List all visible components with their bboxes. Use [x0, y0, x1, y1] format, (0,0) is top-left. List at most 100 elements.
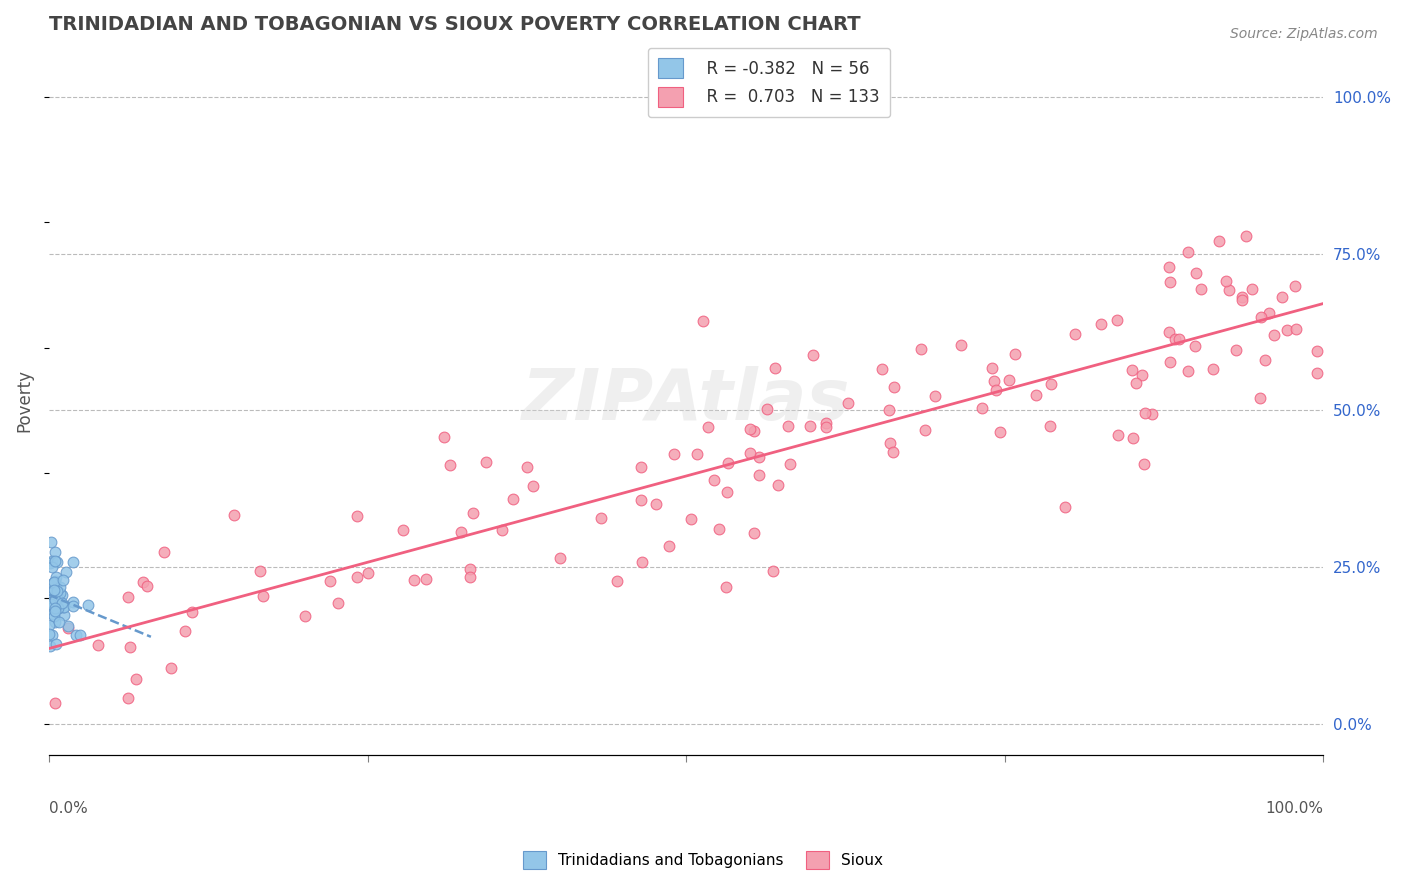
Point	[837, 396, 859, 410]
Point	[38, 584, 60, 599]
Point	[799, 419, 821, 434]
Point	[1177, 363, 1199, 377]
Point	[44, 574, 66, 589]
Point	[1184, 267, 1206, 281]
Point	[1157, 325, 1180, 339]
Point	[630, 555, 652, 569]
Point	[1263, 328, 1285, 343]
Point	[988, 425, 1011, 439]
Point	[1257, 306, 1279, 320]
Point	[1157, 260, 1180, 274]
Point	[1121, 363, 1143, 377]
Point	[51, 589, 73, 603]
Point	[1202, 361, 1225, 376]
Point	[872, 361, 894, 376]
Point	[776, 418, 799, 433]
Point	[984, 383, 1007, 397]
Point	[1275, 323, 1298, 337]
Point	[716, 485, 738, 500]
Point	[53, 608, 76, 623]
Point	[686, 447, 709, 461]
Point	[392, 523, 415, 537]
Point	[44, 601, 66, 615]
Point	[1234, 229, 1257, 244]
Point	[1271, 290, 1294, 304]
Point	[1285, 322, 1308, 336]
Point	[46, 600, 69, 615]
Point	[924, 389, 946, 403]
Point	[1107, 427, 1129, 442]
Point	[461, 507, 484, 521]
Point	[630, 493, 652, 508]
Point	[62, 599, 84, 613]
Point	[439, 458, 461, 472]
Point	[1004, 347, 1026, 361]
Point	[657, 540, 679, 554]
Point	[49, 597, 72, 611]
Point	[1105, 313, 1128, 327]
Point	[45, 570, 67, 584]
Point	[738, 422, 761, 436]
Point	[44, 582, 66, 597]
Point	[41, 601, 63, 615]
Point	[174, 624, 197, 639]
Point	[55, 566, 77, 580]
Point	[703, 473, 725, 487]
Point	[1130, 368, 1153, 382]
Point	[42, 575, 65, 590]
Point	[131, 575, 153, 590]
Y-axis label: Poverty: Poverty	[15, 369, 32, 433]
Point	[38, 639, 60, 653]
Point	[744, 526, 766, 541]
Point	[779, 457, 801, 471]
Point	[763, 361, 786, 376]
Legend: Trinidadians and Tobagonians, Sioux: Trinidadians and Tobagonians, Sioux	[516, 845, 890, 875]
Point	[879, 436, 901, 450]
Point	[1208, 234, 1230, 248]
Point	[77, 599, 100, 613]
Point	[1063, 326, 1085, 341]
Point	[475, 455, 498, 469]
Point	[707, 522, 730, 536]
Point	[41, 628, 63, 642]
Point	[644, 497, 666, 511]
Point	[39, 535, 62, 549]
Point	[1306, 344, 1329, 359]
Point	[1250, 310, 1272, 324]
Point	[249, 564, 271, 578]
Point	[1189, 282, 1212, 296]
Point	[748, 468, 770, 483]
Text: Source: ZipAtlas.com: Source: ZipAtlas.com	[1230, 27, 1378, 41]
Point	[1249, 391, 1271, 405]
Point	[56, 619, 79, 633]
Point	[402, 573, 425, 587]
Point	[998, 373, 1021, 387]
Point	[716, 580, 738, 594]
Text: TRINIDADIAN AND TOBAGONIAN VS SIOUX POVERTY CORRELATION CHART: TRINIDADIAN AND TOBAGONIAN VS SIOUX POVE…	[49, 15, 860, 34]
Point	[62, 594, 84, 608]
Point	[801, 348, 824, 362]
Point	[38, 599, 60, 614]
Point	[42, 601, 65, 615]
Point	[450, 524, 472, 539]
Point	[49, 585, 72, 599]
Point	[44, 593, 66, 607]
Point	[1184, 338, 1206, 352]
Point	[160, 661, 183, 675]
Point	[1040, 377, 1063, 392]
Point	[346, 508, 368, 523]
Point	[357, 566, 380, 581]
Point	[117, 590, 139, 604]
Point	[742, 424, 765, 438]
Point	[1218, 283, 1240, 297]
Point	[42, 607, 65, 621]
Point	[1122, 431, 1144, 445]
Point	[1039, 419, 1062, 434]
Point	[65, 628, 87, 642]
Point	[45, 587, 67, 601]
Point	[681, 511, 703, 525]
Point	[328, 596, 350, 610]
Point	[38, 627, 60, 641]
Point	[46, 600, 69, 615]
Point	[1025, 388, 1047, 402]
